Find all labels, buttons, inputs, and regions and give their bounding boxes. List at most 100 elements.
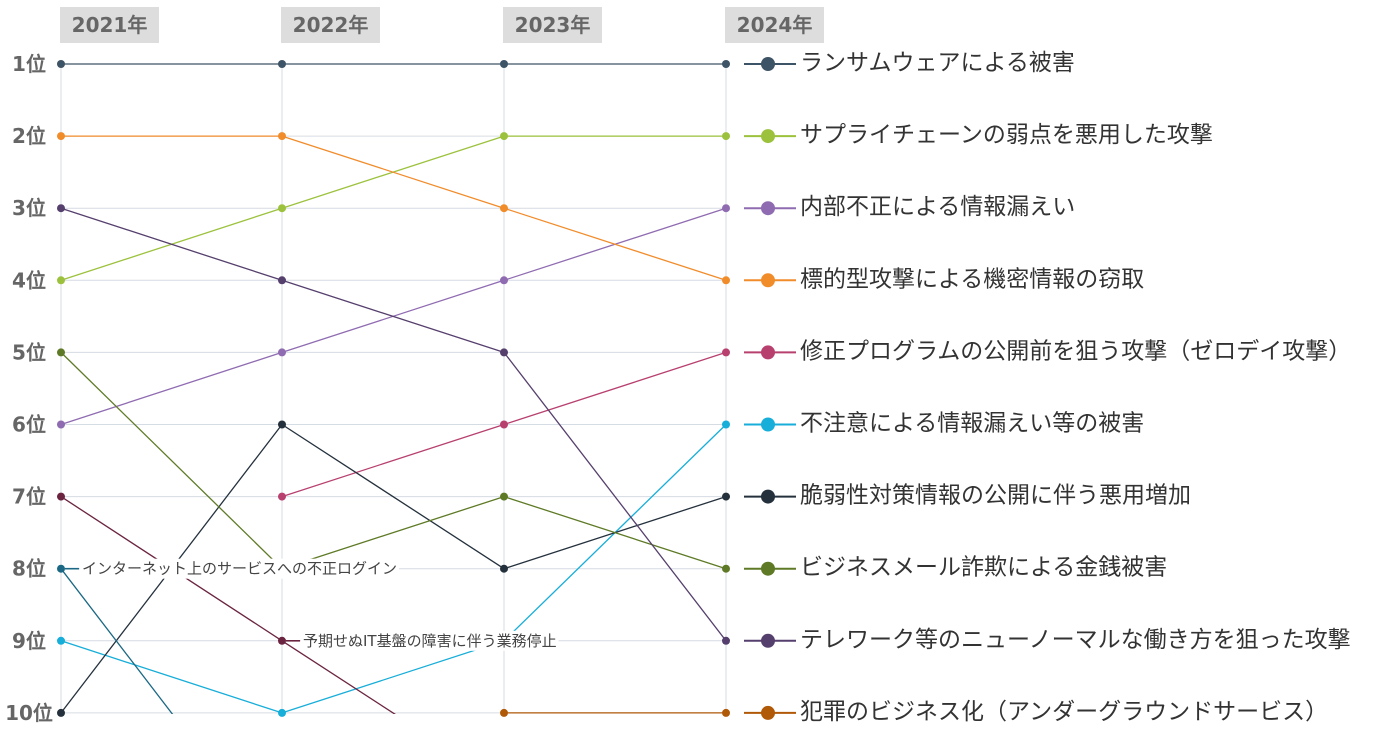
series-line-segment xyxy=(60,640,283,714)
year-header: 2023年 xyxy=(503,7,602,43)
series-line-segment xyxy=(503,351,727,426)
series-line-segment xyxy=(281,640,396,714)
year-header-label: 2024年 xyxy=(737,13,813,37)
series-line-segment xyxy=(281,640,505,714)
rank-label: 8位 xyxy=(12,557,46,581)
rank-label: 5位 xyxy=(12,340,46,364)
year-header-label: 2022年 xyxy=(293,13,369,37)
inline-label-background xyxy=(301,630,559,651)
gridlines xyxy=(60,63,727,714)
legend-marker-icon xyxy=(744,705,796,720)
series-line-segment xyxy=(60,207,283,281)
series-line-segment xyxy=(503,352,727,642)
data-point xyxy=(722,492,730,501)
data-point xyxy=(57,132,65,141)
rank-axis: 1位 2位 3位 4位 5位 6位 7位 8位 9位 10位 xyxy=(5,52,53,725)
data-point xyxy=(500,132,508,141)
series-line-segment xyxy=(503,207,727,281)
inline-series-label: 予期せぬIT基盤の障害に伴う業務停止 xyxy=(286,630,559,651)
data-point xyxy=(278,348,286,357)
data-point xyxy=(722,60,730,68)
data-point xyxy=(722,708,730,717)
legend-item: 不注意による情報漏えい等の被害 xyxy=(744,411,1144,437)
data-point xyxy=(278,132,286,141)
data-point xyxy=(57,348,65,357)
rank-label: 9位 xyxy=(12,629,46,653)
series-line-segment xyxy=(60,351,283,426)
data-point xyxy=(722,348,730,357)
data-point xyxy=(500,348,508,357)
legend-item: ビジネスメール詐欺による金銭被害 xyxy=(744,555,1167,581)
legend-item: サプライチェーンの弱点を悪用した攻撃 xyxy=(744,122,1213,148)
data-point xyxy=(57,492,65,501)
legend-label: 標的型攻撃による機密情報の窃取 xyxy=(800,266,1144,292)
data-point xyxy=(500,492,508,501)
legend-label: 修正プログラムの公開前を狙う攻撃（ゼロデイ攻撃） xyxy=(800,338,1351,364)
legend-label: テレワーク等のニューノーマルな働き方を狙った攻撃 xyxy=(800,627,1351,653)
series-line-segment xyxy=(281,423,505,570)
legend-item: 脆弱性対策情報の公開に伴う悪用増加 xyxy=(744,483,1191,509)
legend-label: ランサムウェアによる被害 xyxy=(800,50,1075,76)
legend-item: 標的型攻撃による機密情報の窃取 xyxy=(744,266,1144,292)
legend-marker-icon xyxy=(744,417,796,432)
series-line-segment xyxy=(281,423,505,498)
data-point xyxy=(278,60,286,68)
series-line-segment xyxy=(503,495,727,570)
year-header-label: 2021年 xyxy=(72,13,148,37)
legend-marker-icon xyxy=(744,129,796,144)
data-point xyxy=(57,60,65,68)
year-headers: 2021年 2022年 2023年 2024年 xyxy=(60,7,824,43)
data-point xyxy=(722,564,730,573)
data-point xyxy=(57,636,65,645)
legend-marker-icon xyxy=(744,489,796,504)
legend-item: テレワーク等のニューノーマルな働き方を狙った攻撃 xyxy=(744,627,1351,653)
legend-item: 犯罪のビジネス化（アンダーグラウンドサービス） xyxy=(744,699,1328,725)
legend-marker-icon xyxy=(744,273,796,288)
data-point xyxy=(57,420,65,429)
data-point xyxy=(500,564,508,573)
legend-marker-icon xyxy=(744,633,796,648)
rank-label: 7位 xyxy=(12,485,46,509)
legend-label: 内部不正による情報漏えい xyxy=(800,194,1075,220)
inline-label-text: 予期せぬIT基盤の障害に伴う業務停止 xyxy=(303,632,557,650)
year-header: 2022年 xyxy=(281,7,380,43)
inline-label-text: インターネット上のサービスへの不正ログイン xyxy=(82,560,397,578)
year-header: 2021年 xyxy=(60,7,159,43)
rank-label: 10位 xyxy=(5,701,53,725)
legend-marker-icon xyxy=(744,57,796,71)
data-point xyxy=(278,708,286,717)
data-point xyxy=(57,276,65,285)
data-point xyxy=(722,636,730,645)
rank-label: 3位 xyxy=(12,196,46,220)
inline-series-label: インターネット上のサービスへの不正ログイン xyxy=(65,558,400,579)
data-point xyxy=(57,204,65,213)
legend-marker-icon xyxy=(744,561,796,576)
series-line-segment xyxy=(60,351,283,570)
series-points xyxy=(57,60,730,717)
data-point xyxy=(722,204,730,213)
inline-label-background xyxy=(80,558,400,579)
year-header-box xyxy=(503,7,602,43)
legend: ランサムウェアによる被害サプライチェーンの弱点を悪用した攻撃内部不正による情報漏… xyxy=(744,50,1351,725)
legend-marker-icon xyxy=(744,345,796,360)
data-point xyxy=(278,492,286,501)
data-point xyxy=(722,132,730,141)
rank-label: 2位 xyxy=(12,124,46,148)
data-point xyxy=(57,708,65,717)
series-line-segment xyxy=(281,279,505,354)
rank-label: 4位 xyxy=(12,268,46,292)
rank-label: 6位 xyxy=(12,413,46,437)
year-header-label: 2023年 xyxy=(515,13,591,37)
legend-marker-icon xyxy=(744,201,796,216)
data-point xyxy=(278,636,286,645)
data-point xyxy=(500,708,508,717)
data-point xyxy=(500,60,508,68)
rank-label: 1位 xyxy=(12,52,46,76)
data-point xyxy=(500,204,508,213)
series-line-segment xyxy=(281,135,505,209)
year-header-box xyxy=(60,7,159,43)
legend-label: 不注意による情報漏えい等の被害 xyxy=(800,411,1144,437)
